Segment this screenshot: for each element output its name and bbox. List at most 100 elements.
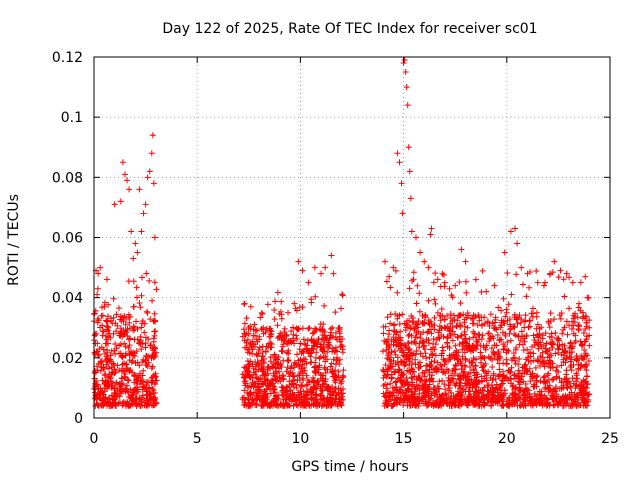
data-point — [471, 344, 478, 351]
data-point — [462, 335, 469, 342]
data-point — [241, 320, 248, 327]
data-point — [105, 324, 112, 331]
data-point — [427, 231, 434, 238]
data-point — [97, 264, 104, 271]
data-point — [490, 324, 497, 331]
data-point — [295, 392, 302, 399]
data-point — [540, 342, 547, 349]
data-point — [241, 387, 248, 394]
data-point — [491, 325, 498, 332]
data-point — [271, 307, 278, 314]
data-point — [568, 354, 575, 361]
data-point — [448, 372, 455, 379]
data-point — [142, 340, 149, 347]
data-point — [339, 393, 346, 400]
plot-frame — [93, 56, 611, 419]
data-point — [149, 297, 156, 304]
data-point — [435, 334, 442, 341]
data-point — [390, 401, 397, 408]
data-point — [104, 383, 111, 390]
data-point — [384, 341, 391, 348]
data-point — [292, 305, 299, 312]
data-point — [107, 352, 114, 359]
data-point — [145, 399, 152, 406]
data-point — [500, 398, 507, 405]
data-point — [513, 344, 520, 351]
data-point — [541, 373, 548, 380]
data-point — [430, 402, 437, 409]
data-point — [567, 383, 574, 390]
x-tick-label: 5 — [193, 431, 202, 447]
data-point — [141, 329, 148, 336]
data-point — [138, 292, 145, 299]
data-point — [438, 366, 445, 373]
data-point — [387, 320, 394, 327]
data-point — [249, 401, 256, 408]
data-point — [298, 390, 305, 397]
data-point — [99, 312, 106, 319]
data-point — [459, 353, 466, 360]
data-point — [475, 331, 482, 338]
data-point — [441, 381, 448, 388]
data-point — [146, 384, 153, 391]
data-point — [322, 369, 329, 376]
data-point — [261, 359, 268, 366]
data-point — [302, 340, 309, 347]
data-point — [514, 372, 521, 379]
data-point — [116, 342, 123, 349]
data-point — [403, 387, 410, 394]
data-point — [382, 397, 389, 404]
data-point — [285, 350, 292, 357]
data-point — [461, 380, 468, 387]
data-point — [582, 273, 589, 280]
data-point — [265, 363, 272, 370]
data-point — [568, 344, 575, 351]
data-point — [512, 360, 519, 367]
data-point — [571, 319, 578, 326]
data-point — [267, 331, 274, 338]
data-point — [509, 390, 516, 397]
data-point — [143, 361, 150, 368]
data-point — [382, 323, 389, 330]
data-point — [461, 328, 468, 335]
data-point — [99, 400, 106, 407]
data-point — [432, 341, 439, 348]
data-point — [421, 258, 428, 265]
data-point — [394, 289, 401, 296]
data-point — [472, 276, 479, 283]
data-point — [339, 335, 346, 342]
data-point — [113, 379, 120, 386]
data-point — [134, 359, 141, 366]
data-point — [528, 310, 535, 317]
data-point — [486, 322, 493, 329]
data-point — [387, 284, 394, 291]
data-point — [577, 307, 584, 314]
data-point — [278, 298, 285, 305]
data-point — [388, 348, 395, 355]
y-tick-label: 0.02 — [52, 351, 83, 367]
data-point — [402, 69, 409, 76]
data-point — [114, 362, 121, 369]
data-point — [242, 344, 249, 351]
data-point — [537, 362, 544, 369]
data-point — [552, 350, 559, 357]
data-point — [144, 388, 151, 395]
data-point — [462, 363, 469, 370]
data-point — [385, 398, 392, 405]
data-point — [133, 348, 140, 355]
data-point — [313, 391, 320, 398]
data-point — [136, 186, 143, 193]
data-point — [431, 358, 438, 365]
data-point — [103, 276, 110, 283]
data-point — [108, 384, 115, 391]
data-point — [102, 377, 109, 384]
data-point — [291, 340, 298, 347]
data-point — [528, 358, 535, 365]
data-point — [500, 295, 507, 302]
data-point — [247, 374, 254, 381]
data-point — [453, 323, 460, 330]
data-point — [418, 338, 425, 345]
data-point — [399, 210, 406, 217]
data-point — [137, 304, 144, 311]
data-point — [117, 332, 124, 339]
